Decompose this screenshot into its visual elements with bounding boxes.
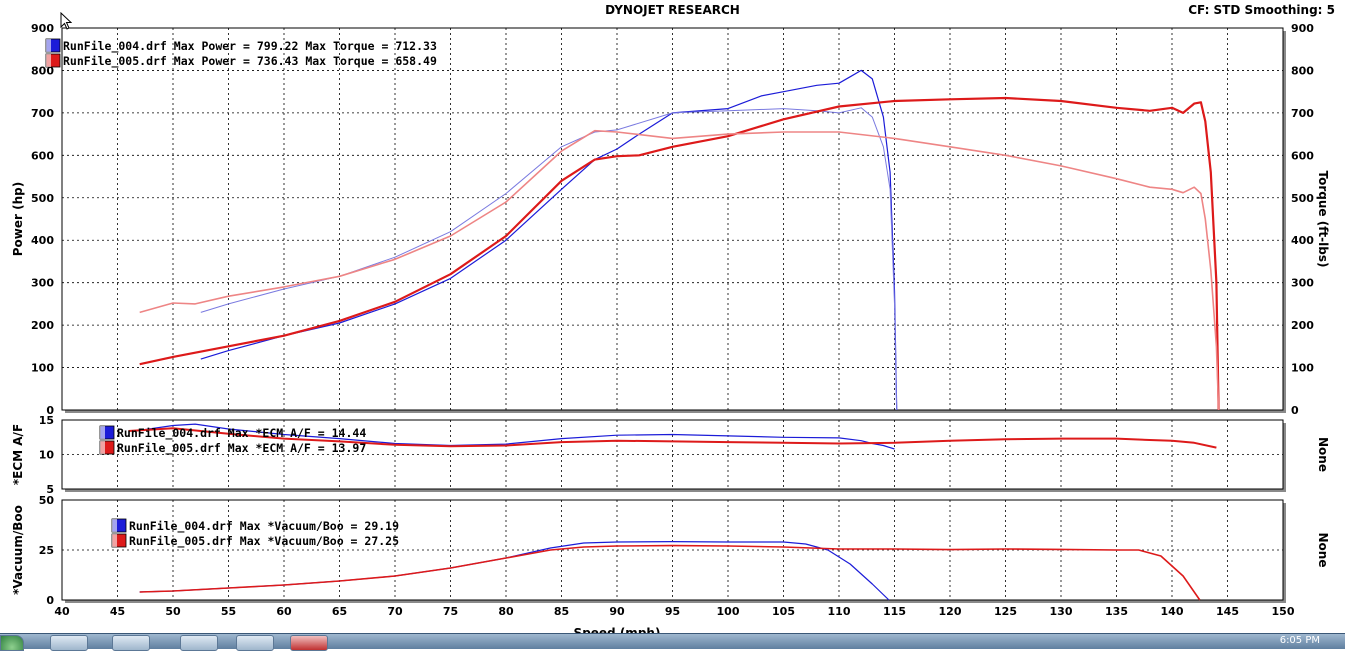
taskbar-dynojet-icon[interactable] — [290, 635, 328, 651]
y-axis-label: Power (hp) — [11, 182, 25, 256]
x-tick-label: 145 — [1216, 605, 1239, 618]
y2-tick-label: 200 — [1291, 319, 1314, 332]
taskbar-folder-icon[interactable] — [50, 635, 88, 651]
dyno-chart: 0100200300400500600700800900010020030040… — [11, 22, 1330, 633]
x-tick-label: 130 — [1050, 605, 1073, 618]
x-tick-label: 150 — [1272, 605, 1295, 618]
legend-entry: RunFile_005.drf Max Power = 736.43 Max T… — [63, 54, 437, 69]
y-tick-label: 600 — [31, 149, 54, 162]
y2-tick-label: 100 — [1291, 362, 1314, 375]
y-tick-label: 0 — [46, 404, 54, 417]
legend-entry: RunFile_005.drf Max *Vacuum/Boo = 27.25 — [129, 534, 399, 549]
x-tick-label: 100 — [717, 605, 740, 618]
x-tick-label: 125 — [994, 605, 1017, 618]
series-line — [139, 423, 895, 450]
legend-swatch-highlight — [46, 54, 51, 67]
legend-swatch-highlight — [100, 441, 105, 454]
x-tick-label: 40 — [54, 605, 70, 618]
legend-entry: RunFile_005.drf Max *ECM A/F = 13.97 — [117, 441, 366, 456]
x-tick-label: 115 — [883, 605, 906, 618]
y2-axis-label: Torque (ft-lbs) — [1316, 171, 1330, 268]
y-tick-label: 900 — [31, 22, 54, 35]
x-tick-label: 110 — [828, 605, 851, 618]
chart-header-title: DYNOJET RESEARCH — [605, 3, 740, 17]
legend-swatch-highlight — [46, 39, 51, 52]
x-tick-label: 60 — [276, 605, 292, 618]
correction-factor-smoothing-label: CF: STD Smoothing: 5 — [1188, 3, 1335, 17]
y2-axis-label: None — [1316, 533, 1330, 568]
x-tick-label: 85 — [554, 605, 569, 618]
y-tick-label: 100 — [31, 362, 54, 375]
y2-tick-label: 900 — [1291, 22, 1314, 35]
series-line — [139, 129, 1220, 411]
x-axis-label: Speed (mph) — [574, 626, 661, 633]
y2-axis-label: None — [1316, 437, 1330, 472]
x-tick-label: 105 — [772, 605, 795, 618]
x-tick-label: 65 — [332, 605, 347, 618]
x-tick-label: 90 — [609, 605, 625, 618]
y-tick-label: 400 — [31, 234, 54, 247]
y-tick-label: 10 — [39, 449, 55, 462]
x-tick-label: 120 — [939, 605, 962, 618]
y-tick-label: 300 — [31, 277, 54, 290]
series-line — [139, 544, 1201, 601]
legend-swatch-highlight — [112, 519, 117, 532]
mouse-cursor-icon — [60, 12, 72, 30]
y2-tick-label: 400 — [1291, 234, 1314, 247]
y-tick-label: 500 — [31, 192, 54, 205]
y2-tick-label: 600 — [1291, 149, 1314, 162]
y2-tick-label: 300 — [1291, 277, 1314, 290]
y2-tick-label: 700 — [1291, 107, 1314, 120]
x-tick-label: 70 — [387, 605, 403, 618]
x-tick-label: 75 — [443, 605, 458, 618]
x-tick-label: 95 — [665, 605, 680, 618]
y-tick-label: 0 — [46, 594, 54, 607]
y-axis-label: *Vacuum/Boo — [11, 505, 25, 595]
legend-entry: RunFile_004.drf Max *ECM A/F = 14.44 — [117, 426, 366, 441]
series-line — [139, 96, 1220, 411]
y-tick-label: 800 — [31, 64, 54, 77]
y-tick-label: 200 — [31, 319, 54, 332]
taskbar-browser-icon[interactable] — [112, 635, 150, 651]
y-tick-label: 700 — [31, 107, 54, 120]
series-line — [200, 69, 898, 411]
y2-tick-label: 0 — [1291, 404, 1299, 417]
x-tick-label: 55 — [221, 605, 236, 618]
taskbar-clock: 6:05 PM — [1279, 635, 1320, 646]
legend-entry: RunFile_004.drf Max Power = 799.22 Max T… — [63, 39, 437, 54]
x-tick-label: 50 — [165, 605, 181, 618]
legend-entry: RunFile_004.drf Max *Vacuum/Boo = 29.19 — [129, 519, 399, 534]
windows-taskbar: 6:05 PM — [0, 633, 1345, 651]
y-tick-label: 5 — [46, 483, 54, 496]
legend-swatch-highlight — [100, 426, 105, 439]
y-tick-label: 25 — [39, 544, 54, 557]
taskbar-app2-icon[interactable] — [236, 635, 274, 651]
x-tick-label: 45 — [110, 605, 125, 618]
taskbar-app-icon[interactable] — [180, 635, 218, 651]
start-button[interactable] — [0, 635, 24, 651]
y-tick-label: 15 — [39, 414, 54, 427]
x-tick-label: 140 — [1161, 605, 1184, 618]
x-tick-label: 80 — [498, 605, 514, 618]
x-tick-label: 135 — [1105, 605, 1128, 618]
y2-tick-label: 500 — [1291, 192, 1314, 205]
y-axis-label: *ECM A/F — [11, 424, 25, 485]
y2-tick-label: 800 — [1291, 64, 1314, 77]
series-line — [128, 427, 1217, 449]
y-tick-label: 50 — [39, 494, 55, 507]
legend-swatch-highlight — [112, 534, 117, 547]
